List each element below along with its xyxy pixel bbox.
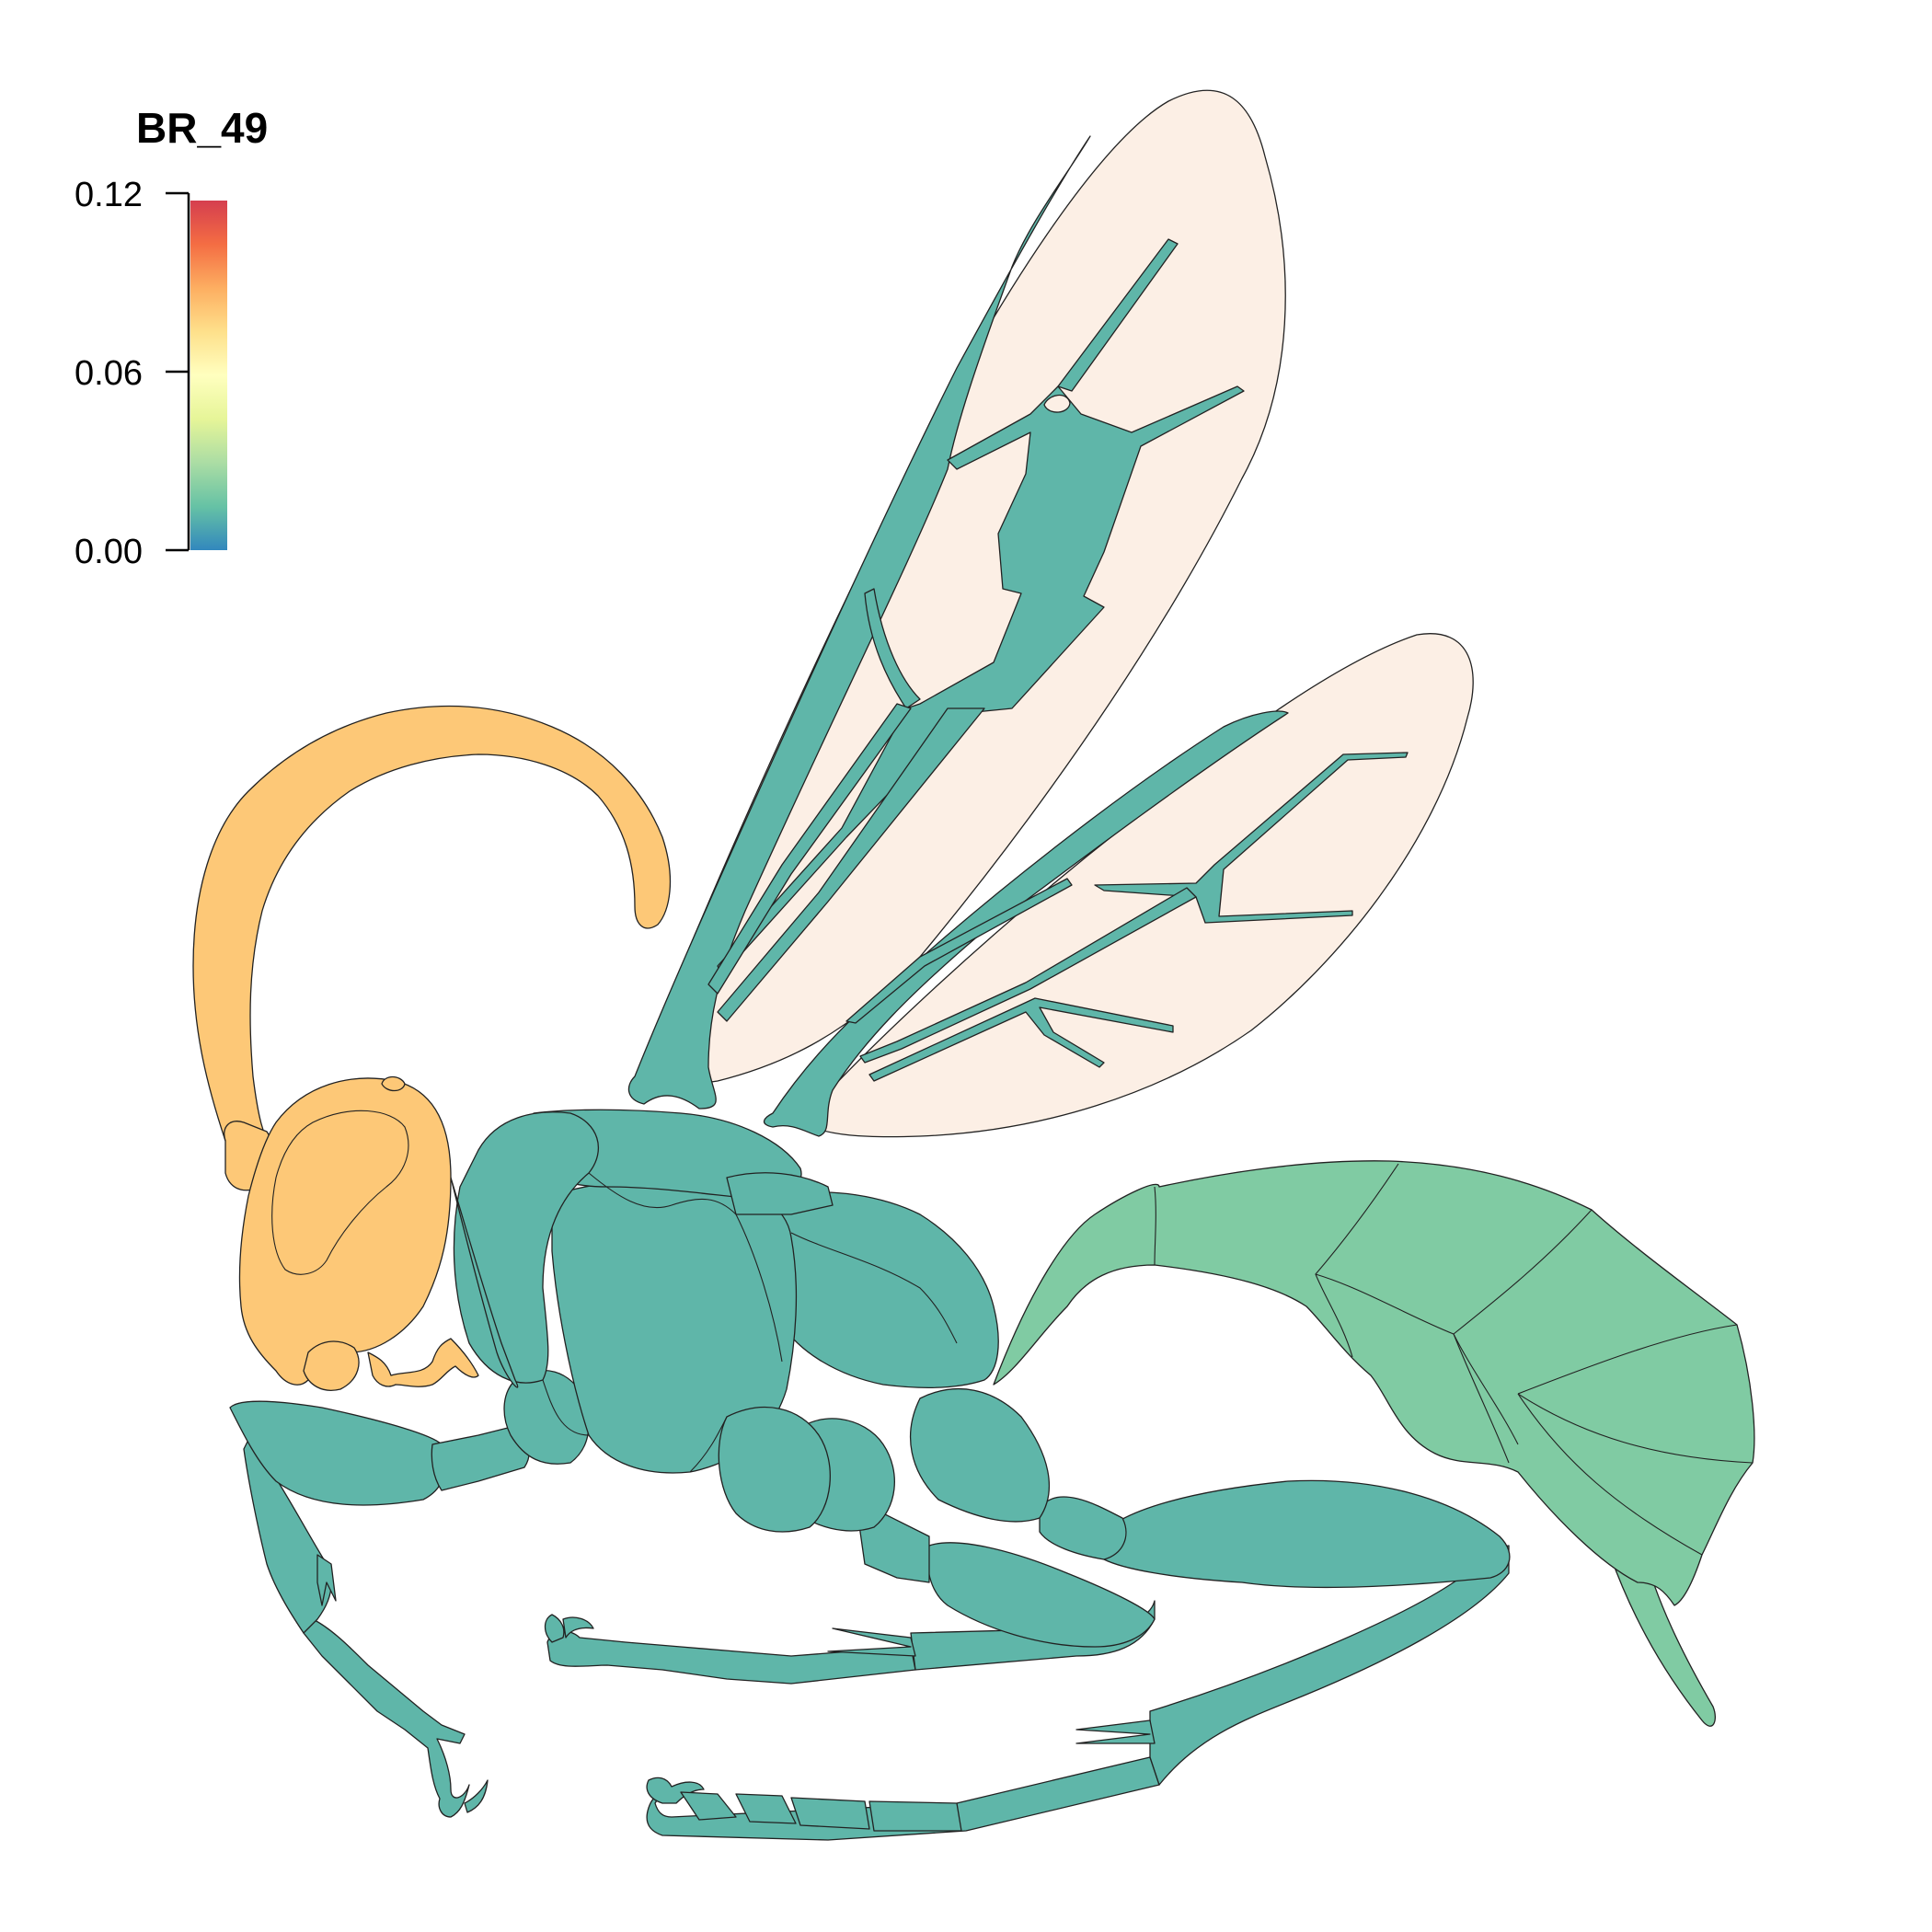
- clypeus: [304, 1341, 359, 1390]
- fore-tarsus: [304, 1619, 469, 1817]
- legend-color-bar: [190, 201, 227, 550]
- legend-tick-label-mid: 0.06: [75, 354, 143, 393]
- fore-leg: [230, 1371, 589, 1817]
- middle-tarsus: [547, 1631, 915, 1684]
- scutellum: [727, 1173, 833, 1214]
- hind-coxa: [911, 1389, 1050, 1522]
- hind-femur: [1099, 1480, 1510, 1587]
- legend-tick-label-top: 0.12: [75, 176, 143, 214]
- propodeum: [771, 1192, 999, 1387]
- legend-tick-label-bottom: 0.00: [75, 533, 143, 571]
- fore-tarsus-claws: [465, 1780, 488, 1812]
- hind-trochanter: [1040, 1497, 1126, 1559]
- ocellus: [382, 1077, 405, 1091]
- legend-title: BR_49: [136, 104, 268, 152]
- head: [239, 1078, 451, 1385]
- hind-tibia-spurs: [1076, 1720, 1155, 1743]
- mandible: [368, 1339, 478, 1386]
- color-legend: BR_49 0.12 0.06 0.00: [75, 104, 268, 571]
- middle-tibia-spurs: [828, 1628, 915, 1656]
